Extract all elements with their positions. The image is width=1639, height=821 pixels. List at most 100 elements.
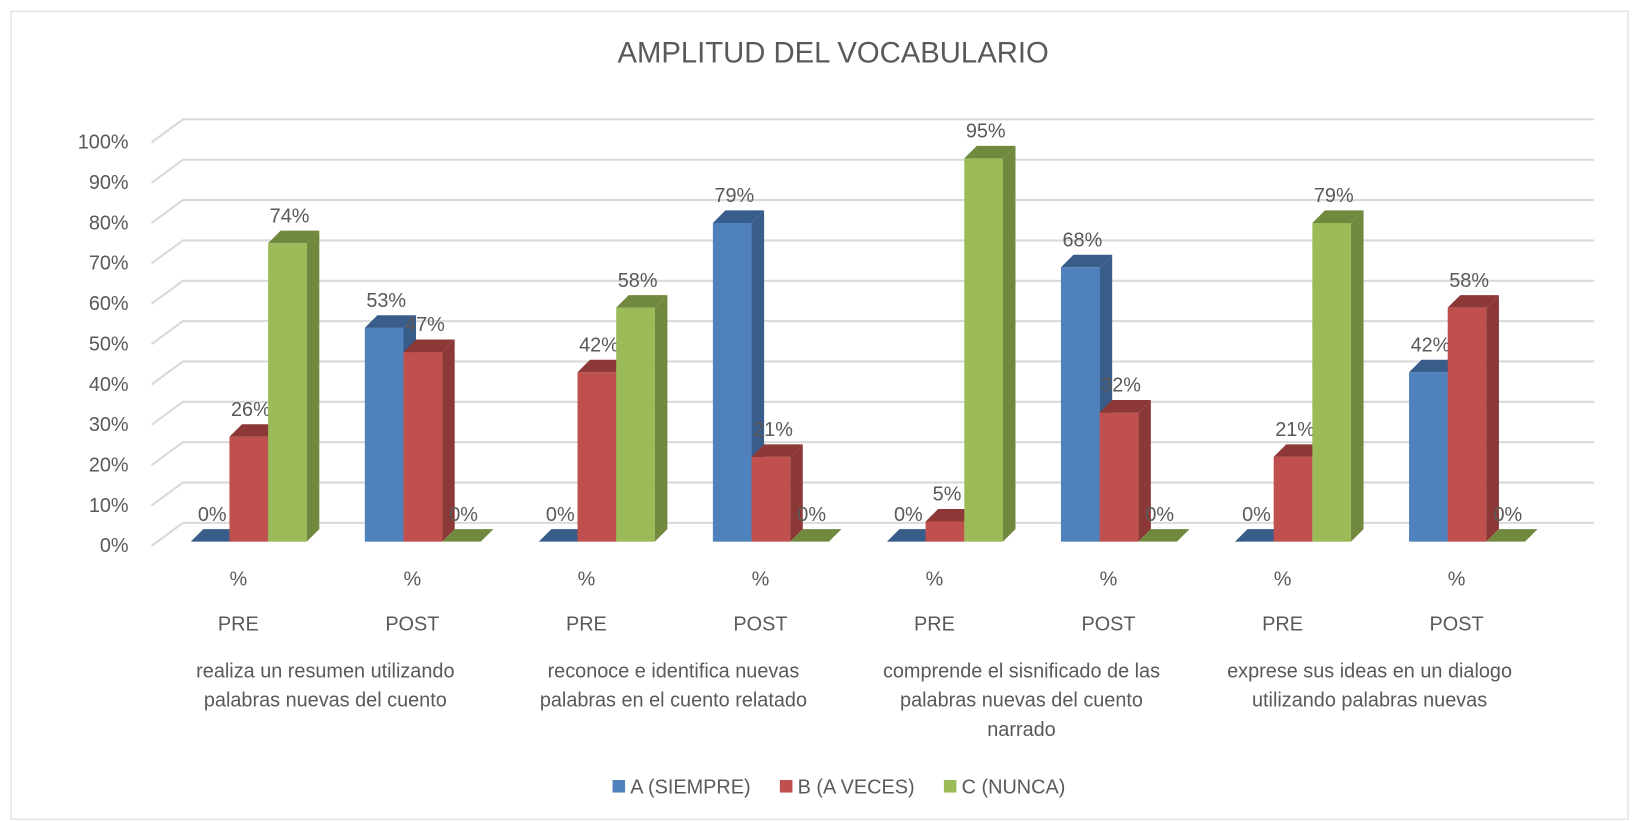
x-sub-label: POST	[1081, 614, 1135, 636]
grid-line	[150, 118, 1595, 144]
bar-front	[1099, 412, 1139, 542]
value-label: 47%	[405, 314, 445, 336]
value-label: 0%	[1242, 504, 1271, 526]
value-label: 0%	[797, 504, 826, 526]
bar	[190, 529, 242, 542]
bar	[1312, 210, 1364, 542]
value-label: 0%	[198, 504, 227, 526]
legend-label: C (NUNCA)	[962, 777, 1066, 799]
bar-side	[790, 444, 803, 542]
bar-side	[442, 339, 455, 542]
bar-front	[925, 521, 965, 542]
bar-top	[268, 230, 320, 244]
bar-top	[1312, 210, 1364, 223]
bar-front	[616, 307, 655, 542]
y-tick-label: 0%	[100, 535, 129, 557]
bar-top	[751, 444, 803, 457]
y-tick-label: 80%	[89, 212, 129, 234]
bar	[442, 529, 494, 542]
grid-line	[150, 158, 1595, 184]
bar-top	[616, 295, 668, 308]
bar-front	[1312, 222, 1352, 542]
bar-top	[538, 529, 591, 542]
bar-front	[1060, 267, 1100, 542]
bar-front	[268, 243, 307, 542]
value-label: 58%	[618, 270, 658, 292]
grid-line	[150, 360, 1595, 386]
bar-front	[403, 352, 443, 542]
x-group-line: palabras en el cuento relatado	[540, 690, 807, 712]
value-label: 95%	[966, 120, 1006, 142]
bar-top	[1060, 254, 1113, 268]
bar	[751, 444, 803, 542]
value-label: 74%	[270, 205, 310, 227]
bar-top	[403, 339, 455, 353]
bar-front	[751, 456, 791, 542]
bar-top	[1273, 444, 1325, 457]
bar	[1234, 529, 1287, 542]
bar	[1138, 529, 1190, 542]
bar	[1447, 295, 1499, 542]
x-tick-label: %	[926, 569, 944, 591]
value-label: 68%	[1063, 229, 1103, 251]
legend-swatch	[612, 780, 626, 793]
y-tick-label: 60%	[89, 293, 129, 315]
bar-front	[1447, 307, 1487, 542]
x-tick-label: %	[1274, 569, 1292, 591]
x-sub-label: PRE	[218, 614, 259, 636]
x-group-line: narrado	[987, 719, 1055, 741]
grid-line	[150, 199, 1595, 224]
bar-front	[577, 372, 617, 542]
value-label: 21%	[1275, 419, 1315, 441]
chart-title: AMPLITUD DEL VOCABULARIO	[617, 37, 1048, 69]
x-group-label: reconoce e identifica nuevas palabras en …	[540, 661, 807, 712]
value-label: 42%	[1411, 334, 1451, 356]
value-label: 53%	[366, 290, 406, 312]
x-tick-label: %	[1100, 569, 1118, 591]
bar-top	[1099, 400, 1151, 413]
bar	[790, 529, 842, 542]
grid-line	[150, 279, 1595, 305]
x-tick-label: %	[578, 569, 596, 591]
bar	[538, 529, 591, 542]
legend-swatch	[943, 780, 957, 793]
bar-front	[712, 222, 752, 542]
bar-top	[229, 424, 281, 437]
x-tick-label: %	[229, 569, 247, 591]
x-group-line: reconoce e identifica nuevas	[548, 661, 800, 683]
value-label: 0%	[449, 504, 478, 526]
bar-top	[1447, 295, 1499, 308]
x-tick-label: %	[752, 569, 770, 591]
value-label: 26%	[231, 399, 271, 421]
bar	[1099, 400, 1151, 542]
bar-top	[925, 508, 977, 522]
x-sub-label: POST	[1430, 614, 1484, 636]
bar-front	[1273, 456, 1313, 542]
bar-top	[442, 529, 494, 542]
grid-line	[150, 320, 1595, 345]
x-sub-label: POST	[385, 614, 439, 636]
value-label: 0%	[894, 504, 923, 526]
y-tick-label: 30%	[89, 414, 129, 436]
legend-swatch	[779, 780, 793, 793]
bar-side	[306, 230, 320, 542]
x-group-line: palabras nuevas del cuento	[204, 690, 447, 712]
x-group-line: realiza un resumen utilizando	[196, 661, 454, 683]
bar-front	[964, 158, 1003, 542]
x-group-line: exprese sus ideas en un dialogo	[1227, 661, 1512, 683]
bar	[886, 529, 939, 542]
bar-side	[1486, 295, 1499, 542]
bar-side	[1351, 210, 1364, 542]
bar-top	[790, 529, 842, 542]
x-tick-label: %	[1448, 569, 1466, 591]
value-label: 21%	[753, 419, 793, 441]
y-tick-label: 10%	[89, 495, 129, 517]
x-group-line: comprende el sisnificado de las	[883, 661, 1160, 683]
bar-top	[886, 529, 939, 542]
bar-top	[364, 315, 417, 328]
bar-top	[1138, 529, 1190, 542]
bar	[1486, 529, 1538, 542]
value-label: 0%	[1493, 504, 1522, 526]
bar	[616, 295, 668, 542]
